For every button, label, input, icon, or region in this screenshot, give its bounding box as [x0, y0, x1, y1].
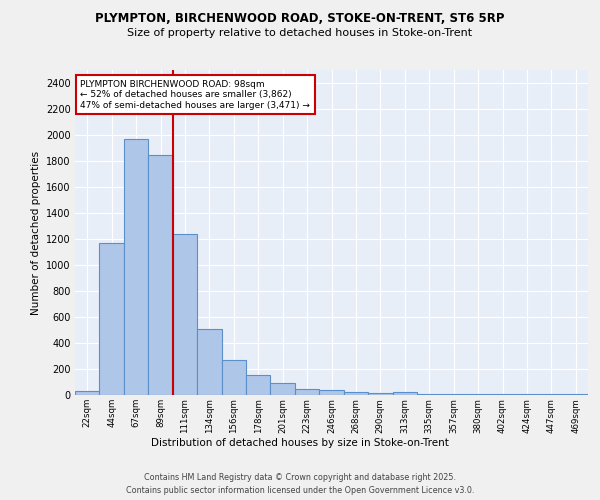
- Bar: [417, 394, 442, 395]
- Bar: [197, 328, 221, 395]
- Bar: [466, 394, 490, 395]
- Bar: [124, 139, 148, 395]
- Bar: [221, 360, 246, 395]
- Bar: [100, 243, 124, 395]
- Bar: [295, 388, 319, 395]
- Bar: [246, 375, 271, 395]
- Text: Size of property relative to detached houses in Stoke-on-Trent: Size of property relative to detached ho…: [127, 28, 473, 38]
- Bar: [392, 392, 417, 395]
- Text: Contains HM Land Registry data © Crown copyright and database right 2025.
Contai: Contains HM Land Registry data © Crown c…: [126, 474, 474, 495]
- Bar: [368, 393, 392, 395]
- Bar: [515, 394, 539, 395]
- Bar: [442, 394, 466, 395]
- Bar: [271, 384, 295, 395]
- Text: PLYMPTON, BIRCHENWOOD ROAD, STOKE-ON-TRENT, ST6 5RP: PLYMPTON, BIRCHENWOOD ROAD, STOKE-ON-TRE…: [95, 12, 505, 26]
- Bar: [319, 390, 344, 395]
- Bar: [563, 394, 588, 395]
- Bar: [75, 391, 100, 395]
- Bar: [173, 234, 197, 395]
- Bar: [490, 394, 515, 395]
- Bar: [539, 394, 563, 395]
- Text: Distribution of detached houses by size in Stoke-on-Trent: Distribution of detached houses by size …: [151, 438, 449, 448]
- Bar: [148, 154, 173, 395]
- Y-axis label: Number of detached properties: Number of detached properties: [31, 150, 41, 314]
- Bar: [344, 392, 368, 395]
- Text: PLYMPTON BIRCHENWOOD ROAD: 98sqm
← 52% of detached houses are smaller (3,862)
47: PLYMPTON BIRCHENWOOD ROAD: 98sqm ← 52% o…: [80, 80, 310, 110]
